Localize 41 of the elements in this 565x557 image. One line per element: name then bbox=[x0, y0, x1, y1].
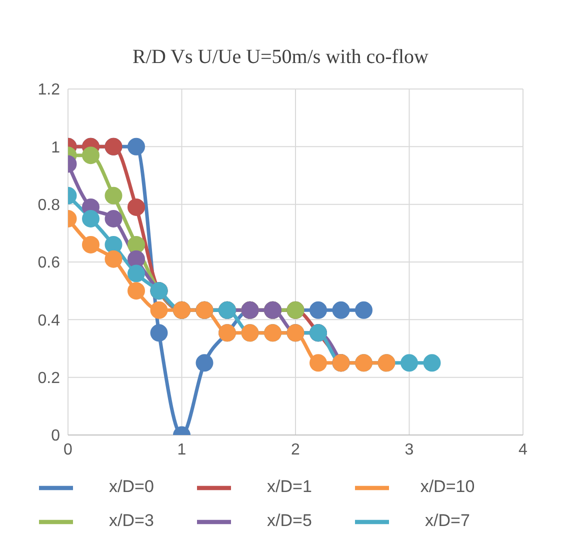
point bbox=[128, 282, 145, 300]
point bbox=[128, 198, 145, 216]
point bbox=[150, 324, 168, 342]
y-tick-label: 0.6 bbox=[38, 254, 60, 272]
legend-label: x/D=3 bbox=[108, 511, 155, 532]
x-tick-label: 0 bbox=[64, 441, 73, 458]
legend-label: x/D=5 bbox=[266, 511, 313, 532]
point bbox=[104, 210, 122, 228]
y-tick-label: 0.2 bbox=[38, 370, 60, 388]
point bbox=[423, 354, 441, 372]
y-tick-label: 0.4 bbox=[38, 312, 60, 330]
point bbox=[355, 301, 372, 319]
y-tick-label: 0 bbox=[51, 428, 60, 445]
y-tick-label: 1.2 bbox=[38, 82, 60, 99]
legend-label: x/D=1 bbox=[266, 477, 313, 498]
point bbox=[128, 250, 145, 268]
point bbox=[104, 250, 122, 268]
legend-label: x/D=7 bbox=[424, 511, 471, 532]
point bbox=[196, 354, 214, 372]
x-tick-label: 3 bbox=[404, 441, 414, 458]
chart-title: R/D Vs U/Ue U=50m/s with co-flow bbox=[132, 45, 430, 70]
x-tick-label: 1 bbox=[177, 441, 186, 458]
legend-label: x/D=10 bbox=[419, 477, 476, 498]
point bbox=[82, 236, 100, 254]
point bbox=[104, 186, 122, 204]
point bbox=[104, 236, 122, 254]
point bbox=[82, 210, 100, 228]
point bbox=[310, 301, 327, 319]
point bbox=[310, 354, 327, 372]
point bbox=[128, 138, 145, 156]
point bbox=[128, 236, 145, 254]
x-tick-label: 2 bbox=[291, 441, 300, 458]
point bbox=[332, 301, 350, 319]
legend-label: x/D=0 bbox=[108, 477, 155, 498]
y-tick-label: 1 bbox=[51, 139, 60, 156]
point bbox=[150, 301, 168, 319]
point bbox=[400, 354, 418, 372]
y-tick-label: 0.8 bbox=[38, 197, 60, 214]
point bbox=[128, 264, 145, 282]
x-tick-label: 4 bbox=[518, 441, 528, 458]
point bbox=[82, 146, 100, 164]
